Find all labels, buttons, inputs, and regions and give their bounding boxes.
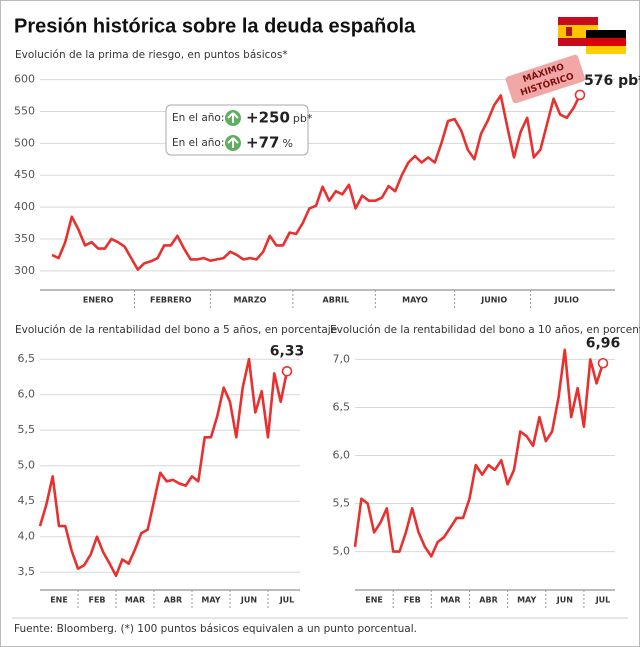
x-tick-label: ABR <box>164 596 182 605</box>
y-tick-label: 4,5 <box>18 494 36 507</box>
y-tick-label: 300 <box>14 264 35 277</box>
y-tick-label: 3,5 <box>18 565 36 578</box>
y-tick-label: 4,0 <box>18 530 36 543</box>
x-tick-label: JUN <box>240 596 257 605</box>
up-arrow <box>227 137 239 148</box>
x-tick-label: JUNIO <box>480 296 507 305</box>
title: Presión histórica sobre la deuda español… <box>14 15 416 37</box>
x-tick-label: JULIO <box>554 296 580 305</box>
chart-subtitle: Evolución de la rentabilidad del bono a … <box>15 324 337 336</box>
x-tick-label: ABR <box>479 596 497 605</box>
source: Fuente: Bloomberg. (*) 100 puntos básico… <box>14 623 417 635</box>
x-tick-label: MAY <box>517 596 536 605</box>
y-tick-label: 600 <box>14 73 35 86</box>
x-tick-label: JUN <box>556 596 573 605</box>
y-tick-label: 5,0 <box>333 545 351 558</box>
x-tick-label: ENE <box>50 596 68 605</box>
y-tick-label: 6,5 <box>333 400 351 413</box>
end-marker <box>574 89 586 101</box>
y-tick-label: 5,5 <box>18 423 36 436</box>
x-tick-label: ENE <box>365 596 383 605</box>
badge-bg <box>505 54 585 104</box>
y-tick-label: 350 <box>14 232 35 245</box>
chart-subtitle: Evolución de la prima de riesgo, en punt… <box>15 49 288 61</box>
info-value: +250 <box>246 109 290 127</box>
y-tick-label: 6,5 <box>18 352 36 365</box>
info-box <box>165 104 309 156</box>
flag-germany <box>586 30 626 54</box>
line-series <box>51 94 582 271</box>
y-tick-label: 6,0 <box>18 388 36 401</box>
line-series <box>353 348 605 558</box>
x-tick-label: MAR <box>440 596 460 605</box>
info-unit: % <box>282 137 292 150</box>
y-tick-label: 5,5 <box>333 497 351 510</box>
x-tick-label: MARZO <box>234 296 267 305</box>
x-tick-label: MAR <box>125 596 145 605</box>
info-unit: pb* <box>293 112 313 125</box>
y-tick-label: 500 <box>14 136 35 149</box>
x-tick-label: FEB <box>404 596 421 605</box>
value-label: 6,96 <box>586 335 621 351</box>
info-label: En el año: <box>172 112 224 124</box>
info-value: +77 <box>246 134 279 152</box>
up-arrow <box>227 112 239 123</box>
y-tick-label: 400 <box>14 200 35 213</box>
y-tick-label: 550 <box>14 104 35 117</box>
y-tick-label: 7,0 <box>333 352 351 365</box>
x-tick-label: ENERO <box>83 296 114 305</box>
chart-subtitle: Evolución de la rentabilidad del bono a … <box>330 324 640 336</box>
x-tick-label: FEB <box>88 596 105 605</box>
x-tick-label: ABRIL <box>323 296 350 305</box>
end-marker <box>281 365 293 377</box>
x-tick-label: MAYO <box>402 296 428 305</box>
x-tick-label: MAY <box>201 596 220 605</box>
value-label: 576 pb* <box>584 73 640 89</box>
end-marker <box>597 357 609 369</box>
x-tick-label: JUL <box>595 596 611 605</box>
y-tick-label: 6,0 <box>333 448 351 461</box>
line-series <box>38 357 289 578</box>
y-tick-label: 450 <box>14 168 35 181</box>
value-label: 6,33 <box>270 343 305 359</box>
y-tick-label: 5,0 <box>18 459 36 472</box>
info-label: En el año: <box>172 137 224 149</box>
x-tick-label: JUL <box>279 596 295 605</box>
x-tick-label: FEBRERO <box>150 296 192 305</box>
